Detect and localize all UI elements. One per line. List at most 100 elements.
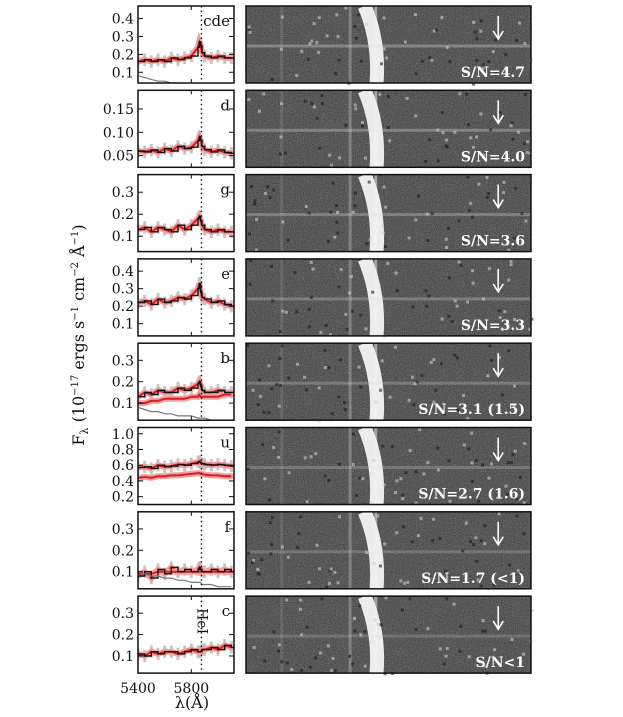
speckle bbox=[487, 476, 491, 480]
speckle bbox=[470, 461, 474, 465]
speckle bbox=[425, 212, 429, 216]
speckle bbox=[530, 609, 534, 613]
panel-id-label: f bbox=[224, 518, 231, 536]
speckle bbox=[330, 668, 334, 672]
panel-id-label: u bbox=[220, 434, 230, 452]
speckle bbox=[344, 123, 348, 127]
sky-streak bbox=[280, 427, 284, 505]
speckle bbox=[380, 359, 384, 363]
speckle bbox=[432, 517, 436, 521]
speckle bbox=[364, 327, 368, 331]
speckle bbox=[440, 362, 444, 366]
speckle bbox=[336, 35, 340, 39]
speckle bbox=[247, 98, 251, 102]
speckle bbox=[374, 400, 378, 404]
speckle bbox=[494, 38, 498, 42]
sn-label: S/N=3.3 bbox=[461, 318, 525, 334]
panel-id-label: c bbox=[222, 602, 230, 620]
speckle bbox=[441, 131, 445, 135]
object-trace bbox=[246, 128, 531, 132]
speckle bbox=[497, 512, 501, 516]
speckle bbox=[371, 290, 375, 294]
2d-spectrum-image: S/N=2.7 (1.6) bbox=[245, 424, 532, 506]
speckle bbox=[349, 275, 353, 279]
speckle bbox=[512, 404, 516, 408]
speckle bbox=[388, 139, 392, 143]
speckle bbox=[475, 135, 479, 139]
image-noise bbox=[246, 343, 531, 421]
speckle bbox=[378, 564, 382, 568]
speckle bbox=[447, 314, 451, 318]
speckle bbox=[363, 156, 367, 160]
speckle bbox=[328, 333, 332, 337]
speckle bbox=[310, 39, 314, 43]
speckle bbox=[503, 310, 507, 314]
speckle bbox=[486, 374, 490, 378]
speckle bbox=[270, 543, 274, 547]
speckle bbox=[395, 288, 399, 292]
panel-f: 0.1 0.2 0.3 f S/N=1.7 (<1) bbox=[112, 509, 532, 590]
speckle bbox=[424, 289, 428, 293]
object-trace bbox=[246, 381, 531, 385]
speckle bbox=[309, 296, 313, 300]
y-tick-label: 0.3 bbox=[112, 282, 134, 298]
speckle bbox=[459, 624, 463, 628]
speckle bbox=[431, 539, 435, 543]
line-arrow-head-icon bbox=[492, 114, 504, 125]
speckle bbox=[365, 22, 369, 26]
speckle bbox=[305, 500, 309, 504]
observed-spectrum bbox=[138, 460, 234, 470]
speckle bbox=[372, 458, 376, 462]
spectrum-plot-area bbox=[138, 374, 234, 421]
speckle bbox=[353, 204, 357, 208]
speckle bbox=[507, 349, 511, 353]
observed-spectrum bbox=[138, 136, 234, 154]
object-trace bbox=[246, 466, 531, 469]
speckle bbox=[295, 310, 299, 314]
speckle bbox=[376, 514, 380, 518]
speckle bbox=[455, 304, 459, 308]
speckle bbox=[323, 348, 327, 352]
speckle bbox=[317, 50, 321, 54]
panel-id-label: g bbox=[220, 181, 230, 199]
speckle bbox=[436, 468, 440, 472]
sn-label: S/N=4.7 bbox=[461, 65, 525, 81]
speckle bbox=[416, 194, 420, 198]
speckle bbox=[352, 616, 356, 620]
speckle bbox=[381, 444, 385, 448]
speckle bbox=[432, 358, 436, 362]
speckle bbox=[255, 217, 259, 221]
speckle bbox=[450, 320, 454, 324]
image-noise bbox=[246, 596, 531, 674]
speckle bbox=[401, 497, 405, 501]
panel-id-label: e bbox=[221, 265, 230, 283]
speckle bbox=[299, 515, 303, 519]
panel-u: 0.20.40.60.81.0 u S/N=2.7 (1.6) bbox=[112, 424, 532, 506]
sn-label: S/N=2.7 (1.6) bbox=[418, 487, 525, 503]
sky-streak bbox=[348, 174, 352, 252]
speckle bbox=[357, 13, 361, 17]
speckle bbox=[358, 476, 362, 480]
sky-streak bbox=[280, 258, 284, 336]
speckle bbox=[462, 443, 466, 447]
speckle bbox=[253, 199, 257, 203]
speckle bbox=[246, 344, 250, 348]
speckle bbox=[246, 467, 250, 471]
speckle bbox=[307, 211, 311, 215]
speckle bbox=[267, 364, 271, 368]
speckle bbox=[526, 140, 530, 144]
speckle bbox=[483, 542, 487, 546]
bright-continuum-trace bbox=[358, 171, 384, 253]
speckle bbox=[303, 456, 307, 460]
speckle bbox=[438, 537, 442, 541]
speckle bbox=[507, 248, 511, 252]
speckle bbox=[359, 59, 363, 63]
speckle bbox=[448, 60, 452, 64]
speckle bbox=[284, 310, 288, 314]
image-frame bbox=[245, 342, 532, 421]
speckle bbox=[395, 479, 399, 483]
speckle bbox=[515, 514, 519, 518]
speckle bbox=[466, 416, 470, 420]
speckle bbox=[515, 39, 519, 43]
panel-g: 0.1 0.2 0.3 g S/N=3.6 bbox=[112, 171, 532, 253]
